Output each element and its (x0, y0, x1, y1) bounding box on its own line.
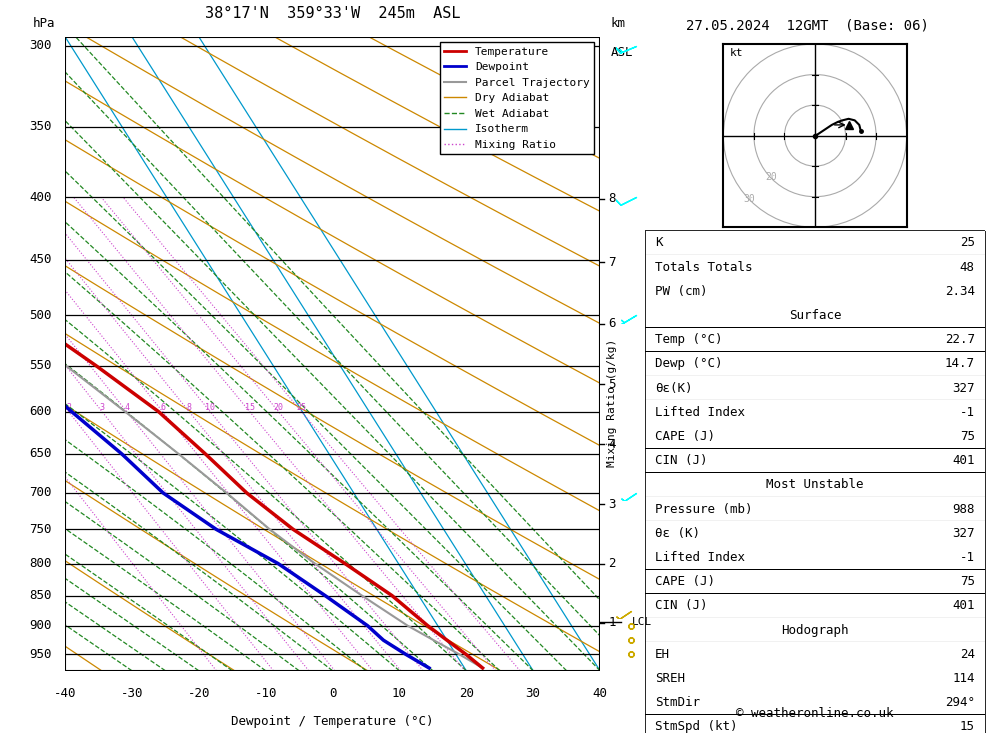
Text: 20: 20 (459, 687, 474, 699)
Text: 7: 7 (608, 256, 616, 268)
Text: 25: 25 (960, 237, 975, 249)
Legend: Temperature, Dewpoint, Parcel Trajectory, Dry Adiabat, Wet Adiabat, Isotherm, Mi: Temperature, Dewpoint, Parcel Trajectory… (440, 43, 594, 155)
Text: -1: -1 (960, 406, 975, 419)
Text: 22.7: 22.7 (945, 334, 975, 346)
Text: 327: 327 (952, 382, 975, 394)
Text: -1: -1 (960, 551, 975, 564)
Text: 900: 900 (29, 619, 52, 633)
Text: 294°: 294° (945, 696, 975, 709)
Text: 2: 2 (66, 402, 71, 412)
Text: 30: 30 (526, 687, 541, 699)
Text: 75: 75 (960, 575, 975, 588)
Text: 450: 450 (29, 253, 52, 266)
Text: ASL: ASL (611, 46, 633, 59)
Text: 10: 10 (205, 402, 215, 412)
Text: 950: 950 (29, 648, 52, 660)
Text: 6: 6 (608, 317, 616, 330)
Text: Dewpoint / Temperature (°C): Dewpoint / Temperature (°C) (231, 715, 434, 728)
Text: StmSpd (kt): StmSpd (kt) (655, 721, 738, 733)
Text: Temp (°C): Temp (°C) (655, 334, 723, 346)
Text: 20: 20 (273, 402, 283, 412)
Text: SREH: SREH (655, 672, 685, 685)
Text: 700: 700 (29, 487, 52, 499)
Text: 2: 2 (608, 557, 616, 570)
Text: 25: 25 (296, 402, 306, 412)
Text: 500: 500 (29, 309, 52, 322)
Text: 850: 850 (29, 589, 52, 602)
Text: 27.05.2024  12GMT  (Base: 06): 27.05.2024 12GMT (Base: 06) (686, 18, 928, 32)
Text: 2.34: 2.34 (945, 285, 975, 298)
Text: 350: 350 (29, 120, 52, 133)
Text: © weatheronline.co.uk: © weatheronline.co.uk (736, 707, 894, 720)
Text: K: K (655, 237, 663, 249)
Text: 327: 327 (952, 527, 975, 539)
Text: LCL: LCL (632, 616, 652, 627)
Text: 3: 3 (608, 498, 616, 511)
Text: 8: 8 (608, 192, 616, 205)
Text: 24: 24 (960, 648, 975, 660)
Text: Pressure (mb): Pressure (mb) (655, 503, 753, 515)
Text: 550: 550 (29, 359, 52, 372)
Text: Lifted Index: Lifted Index (655, 406, 745, 419)
Text: θε(K): θε(K) (655, 382, 693, 394)
Text: -20: -20 (188, 687, 210, 699)
Text: 650: 650 (29, 447, 52, 460)
Text: 20: 20 (765, 172, 777, 182)
Text: 1: 1 (608, 616, 616, 629)
Text: 38°17'N  359°33'W  245m  ASL: 38°17'N 359°33'W 245m ASL (205, 6, 460, 21)
Text: CAPE (J): CAPE (J) (655, 430, 715, 443)
Text: 401: 401 (952, 454, 975, 467)
Text: EH: EH (655, 648, 670, 660)
Text: Totals Totals: Totals Totals (655, 261, 753, 273)
Text: 0: 0 (329, 687, 336, 699)
Text: CIN (J): CIN (J) (655, 454, 708, 467)
Text: 40: 40 (593, 687, 608, 699)
Text: km: km (611, 18, 626, 30)
Text: StmDir: StmDir (655, 696, 700, 709)
Text: PW (cm): PW (cm) (655, 285, 708, 298)
Text: CAPE (J): CAPE (J) (655, 575, 715, 588)
Text: 5: 5 (608, 378, 616, 391)
Text: Surface: Surface (789, 309, 841, 322)
Text: -10: -10 (254, 687, 277, 699)
Text: 75: 75 (960, 430, 975, 443)
Text: θε (K): θε (K) (655, 527, 700, 539)
Text: 6: 6 (160, 402, 165, 412)
Text: Dewp (°C): Dewp (°C) (655, 358, 723, 370)
Text: 401: 401 (952, 600, 975, 612)
Text: 48: 48 (960, 261, 975, 273)
Text: 400: 400 (29, 191, 52, 204)
Text: 4: 4 (608, 438, 616, 451)
Text: 114: 114 (952, 672, 975, 685)
Text: Most Unstable: Most Unstable (766, 479, 864, 491)
Text: 30: 30 (743, 194, 755, 204)
Text: Lifted Index: Lifted Index (655, 551, 745, 564)
Text: 10: 10 (392, 687, 407, 699)
Text: 8: 8 (187, 402, 192, 412)
Text: 15: 15 (245, 402, 255, 412)
Text: Mixing Ratio (g/kg): Mixing Ratio (g/kg) (607, 339, 617, 467)
Text: 15: 15 (960, 721, 975, 733)
Text: 300: 300 (29, 39, 52, 52)
Text: kt: kt (729, 48, 743, 58)
Text: -30: -30 (121, 687, 143, 699)
Text: Hodograph: Hodograph (781, 624, 849, 636)
Text: 3: 3 (100, 402, 105, 412)
Text: CIN (J): CIN (J) (655, 600, 708, 612)
Text: hPa: hPa (32, 18, 55, 30)
Text: -40: -40 (54, 687, 76, 699)
Text: 600: 600 (29, 405, 52, 418)
Text: 4: 4 (124, 402, 129, 412)
Text: 14.7: 14.7 (945, 358, 975, 370)
Text: 750: 750 (29, 523, 52, 536)
Text: 800: 800 (29, 557, 52, 570)
Text: 988: 988 (952, 503, 975, 515)
